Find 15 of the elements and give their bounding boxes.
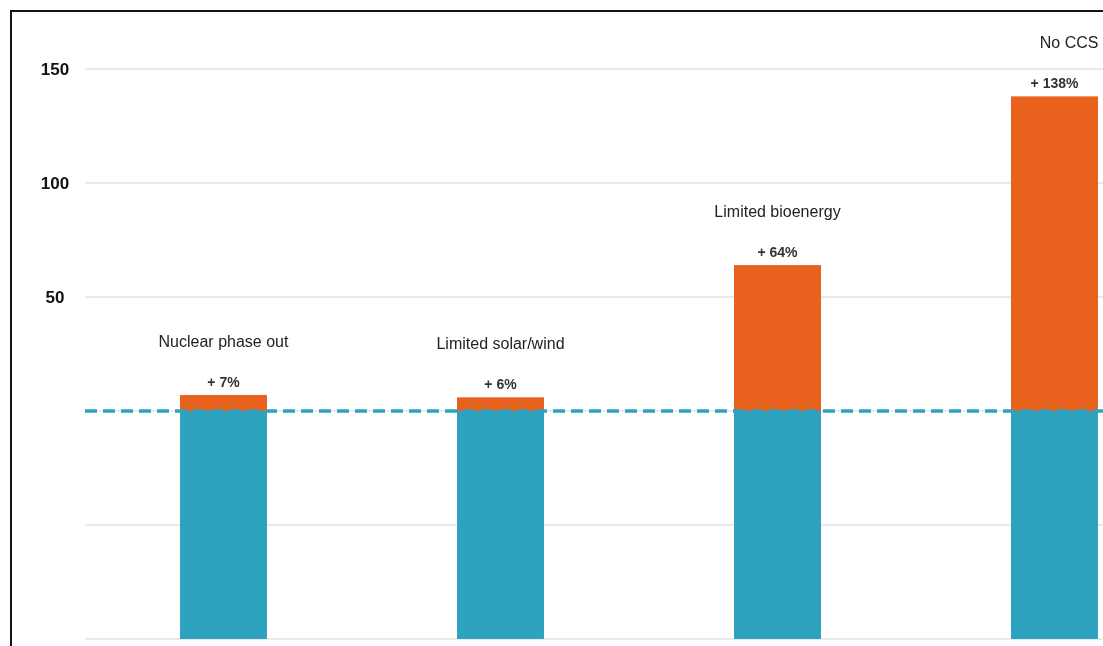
- x-tick-label: Limited bioenergy: [714, 203, 841, 221]
- data-label: + 138%: [1030, 75, 1079, 92]
- bar: [180, 395, 267, 411]
- data-label: + 6%: [484, 376, 518, 393]
- bar: [1011, 96, 1098, 411]
- y-tick-label: 150: [40, 59, 70, 79]
- bar: [734, 265, 821, 411]
- y-tick-label: 50: [45, 287, 65, 307]
- data-label: + 7%: [207, 374, 241, 391]
- x-tick-label: No CCS: [1039, 34, 1099, 52]
- bar: [457, 397, 544, 411]
- y-tick-label: 100: [40, 173, 70, 193]
- x-tick-label: Nuclear phase out: [158, 333, 289, 351]
- data-label: + 64%: [757, 244, 799, 261]
- x-tick-label: Limited solar/wind: [436, 335, 565, 353]
